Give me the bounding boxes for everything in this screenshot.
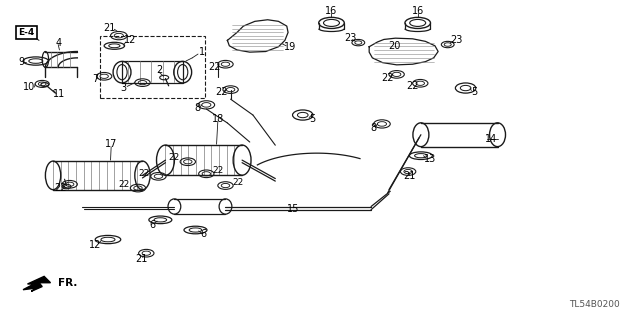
Text: 22: 22 bbox=[209, 62, 221, 72]
Text: 4: 4 bbox=[55, 38, 61, 48]
Text: 19: 19 bbox=[284, 42, 296, 52]
Text: 22: 22 bbox=[215, 87, 227, 97]
Text: 22: 22 bbox=[406, 81, 419, 92]
Text: 2: 2 bbox=[156, 65, 162, 75]
Text: 21: 21 bbox=[135, 254, 147, 263]
Polygon shape bbox=[23, 276, 51, 291]
Text: 22: 22 bbox=[381, 72, 394, 83]
Bar bbox=[100, 36, 205, 98]
Text: 23: 23 bbox=[344, 33, 356, 43]
Text: 10: 10 bbox=[23, 82, 36, 92]
Text: 5: 5 bbox=[472, 87, 477, 97]
Text: 13: 13 bbox=[424, 154, 436, 164]
Text: 15: 15 bbox=[287, 204, 300, 214]
Text: 21: 21 bbox=[103, 23, 115, 33]
Text: 16: 16 bbox=[412, 6, 424, 16]
Text: 21: 21 bbox=[403, 171, 415, 181]
Text: 6: 6 bbox=[201, 229, 207, 239]
Text: 22: 22 bbox=[232, 178, 244, 187]
Text: TL54B0200: TL54B0200 bbox=[570, 300, 620, 309]
Text: 7: 7 bbox=[92, 73, 99, 84]
Text: 8: 8 bbox=[195, 103, 200, 113]
Text: 11: 11 bbox=[53, 89, 65, 100]
Text: 3: 3 bbox=[120, 83, 126, 93]
Text: 14: 14 bbox=[485, 135, 497, 145]
Text: 22: 22 bbox=[118, 181, 129, 189]
Text: E-4: E-4 bbox=[18, 28, 35, 37]
Text: 18: 18 bbox=[212, 114, 224, 124]
Text: 9: 9 bbox=[18, 57, 24, 67]
Text: 22: 22 bbox=[139, 169, 150, 178]
Text: 22: 22 bbox=[54, 183, 67, 193]
Text: 8: 8 bbox=[370, 123, 376, 133]
Text: 12: 12 bbox=[124, 35, 136, 45]
Text: 12: 12 bbox=[89, 240, 101, 250]
Bar bbox=[122, 61, 182, 83]
Text: 1: 1 bbox=[200, 47, 205, 57]
Text: 17: 17 bbox=[105, 139, 117, 149]
Text: FR.: FR. bbox=[58, 278, 77, 288]
Text: 22: 22 bbox=[212, 166, 223, 175]
Text: 23: 23 bbox=[450, 35, 462, 45]
Text: 22: 22 bbox=[168, 153, 179, 162]
Text: 20: 20 bbox=[388, 41, 401, 51]
Text: 6: 6 bbox=[150, 219, 156, 230]
Text: 16: 16 bbox=[325, 6, 338, 16]
Text: 5: 5 bbox=[309, 114, 316, 124]
